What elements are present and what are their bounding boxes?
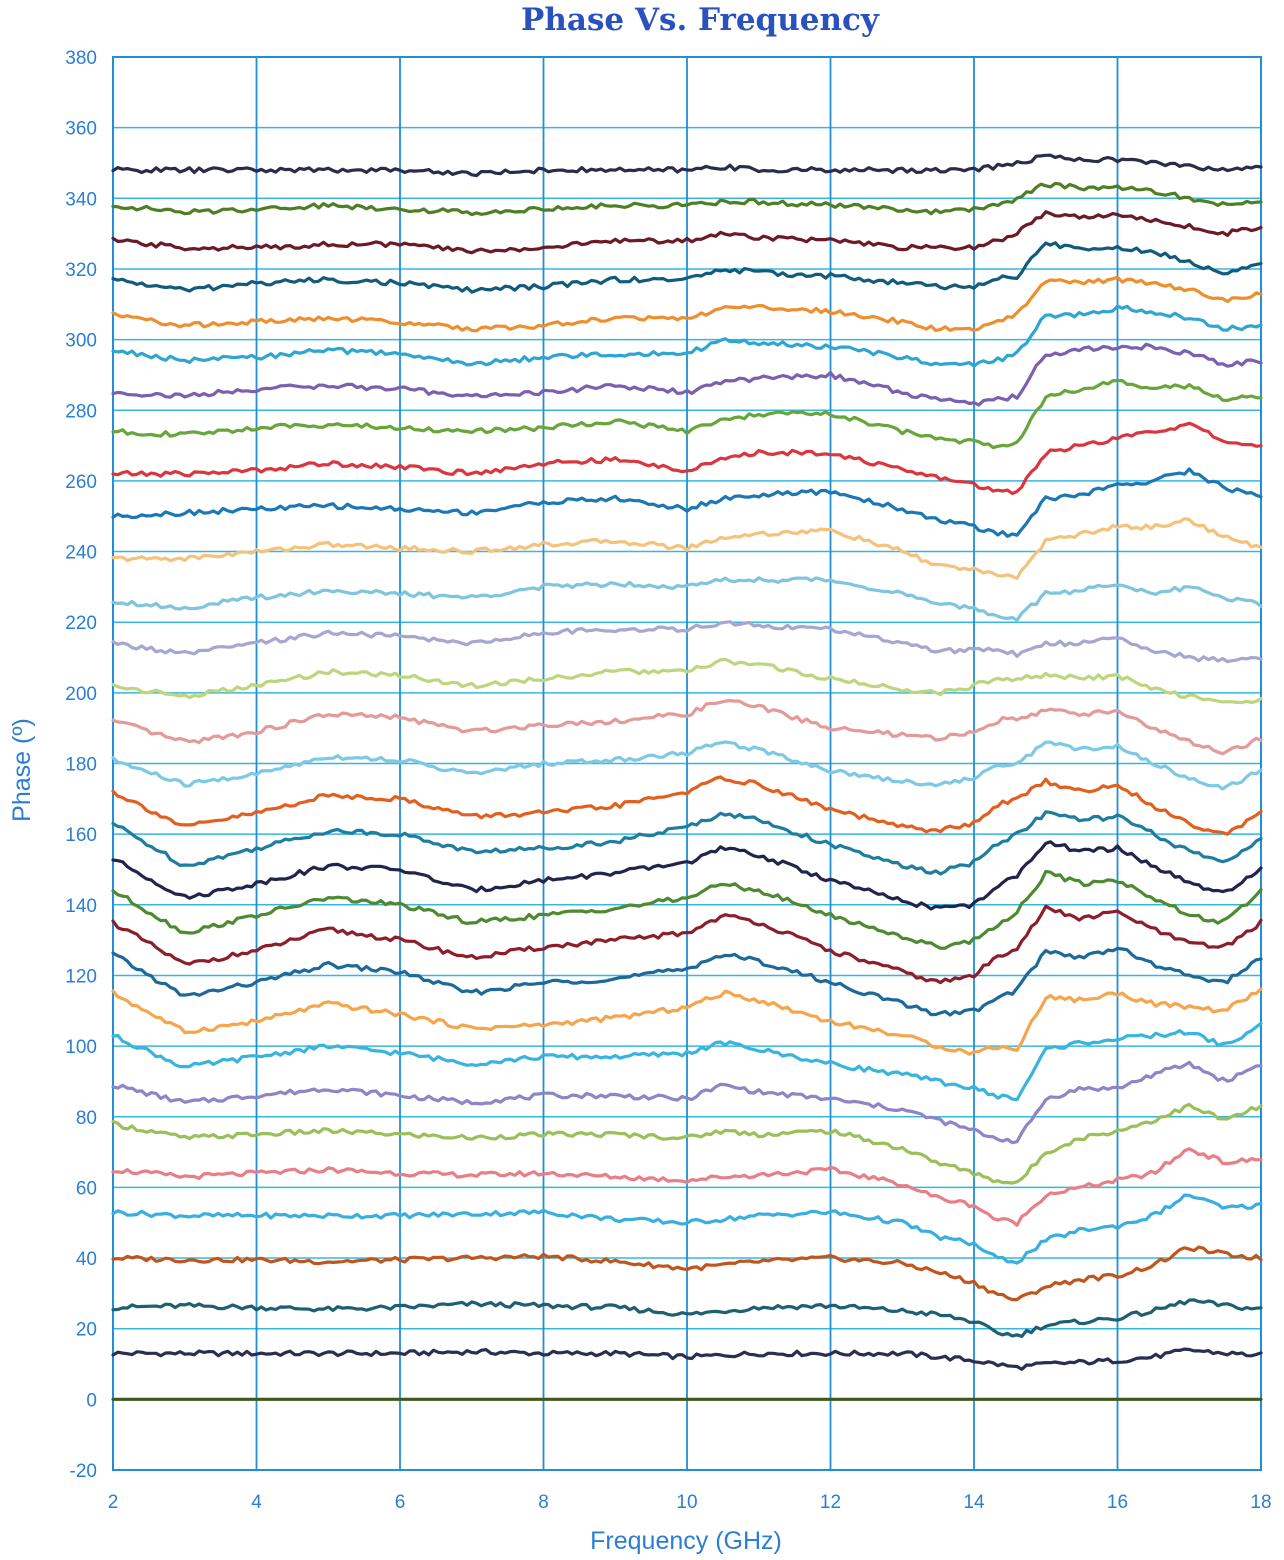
series-line bbox=[111, 775, 1263, 836]
series-line bbox=[111, 987, 1263, 1056]
series-line bbox=[111, 1102, 1263, 1185]
x-axis: 2 4 6 8 10 12 14 16 18 bbox=[108, 1492, 1272, 1513]
series-line bbox=[111, 620, 1263, 664]
x-tick-label: 14 bbox=[963, 1492, 985, 1513]
series-line bbox=[111, 657, 1263, 705]
y-tick-label: 140 bbox=[65, 896, 97, 917]
y-tick-label: 40 bbox=[76, 1249, 97, 1270]
series-line bbox=[111, 241, 1263, 294]
y-tick-label: 320 bbox=[65, 260, 97, 281]
series-line bbox=[111, 869, 1263, 950]
series-line bbox=[111, 740, 1263, 791]
y-tick-label: 180 bbox=[65, 755, 97, 776]
x-tick-label: 12 bbox=[820, 1492, 841, 1513]
series-line bbox=[111, 904, 1263, 985]
series-line bbox=[111, 153, 1263, 178]
x-tick-label: 4 bbox=[251, 1492, 262, 1513]
series-line bbox=[111, 810, 1263, 876]
series-line bbox=[111, 342, 1263, 407]
plot-frame bbox=[112, 56, 1262, 1471]
series-line bbox=[111, 840, 1263, 911]
x-tick-label: 10 bbox=[676, 1492, 697, 1513]
series-line bbox=[111, 1347, 1263, 1371]
x-axis-label: Frequency (GHz) bbox=[590, 1527, 782, 1555]
y-tick-label: 60 bbox=[76, 1178, 97, 1199]
y-tick-label: 100 bbox=[65, 1037, 97, 1058]
y-tick-label: 260 bbox=[65, 472, 97, 493]
x-tick-label: 18 bbox=[1250, 1492, 1271, 1513]
series-line bbox=[111, 576, 1263, 622]
series-line bbox=[111, 421, 1263, 496]
x-tick-label: 6 bbox=[395, 1492, 406, 1513]
series-line bbox=[111, 1245, 1263, 1302]
y-tick-label: 220 bbox=[65, 613, 97, 634]
series-line bbox=[111, 946, 1263, 1017]
y-tick-label: -20 bbox=[70, 1461, 97, 1482]
series-line bbox=[111, 210, 1263, 255]
series-line bbox=[111, 1021, 1263, 1102]
y-tick-label: 360 bbox=[65, 119, 97, 140]
series-line bbox=[111, 698, 1263, 756]
series-line bbox=[111, 304, 1263, 368]
series-line bbox=[111, 1147, 1263, 1227]
y-tick-label: 340 bbox=[65, 189, 97, 210]
y-tick-label: 200 bbox=[65, 684, 97, 705]
y-axis: -20 0 20 40 60 80 100 120 140 160 180 200 220 240 260 2… bbox=[65, 48, 97, 1482]
series-line bbox=[111, 181, 1263, 217]
y-tick-label: 0 bbox=[86, 1390, 97, 1411]
y-tick-label: 160 bbox=[65, 825, 97, 846]
y-tick-label: 380 bbox=[65, 48, 97, 69]
y-tick-label: 20 bbox=[76, 1320, 97, 1341]
chart-title: Phase Vs. Frequency bbox=[521, 2, 879, 38]
series-line bbox=[111, 1193, 1263, 1265]
series-line bbox=[111, 379, 1263, 450]
series-line bbox=[111, 1298, 1263, 1339]
series-line bbox=[111, 517, 1263, 581]
y-tick-label: 240 bbox=[65, 543, 97, 564]
series-line bbox=[111, 275, 1263, 333]
y-tick-label: 120 bbox=[65, 966, 97, 987]
x-tick-label: 16 bbox=[1107, 1492, 1128, 1513]
x-tick-label: 2 bbox=[108, 1492, 119, 1513]
series-line bbox=[111, 1060, 1263, 1145]
series-line bbox=[111, 467, 1263, 538]
x-tick-label: 8 bbox=[538, 1492, 549, 1513]
y-tick-label: 300 bbox=[65, 331, 97, 352]
y-tick-label: 80 bbox=[76, 1108, 97, 1129]
y-axis-label: Phase (º) bbox=[8, 718, 36, 822]
y-tick-label: 280 bbox=[65, 401, 97, 422]
series-group bbox=[111, 153, 1263, 1401]
